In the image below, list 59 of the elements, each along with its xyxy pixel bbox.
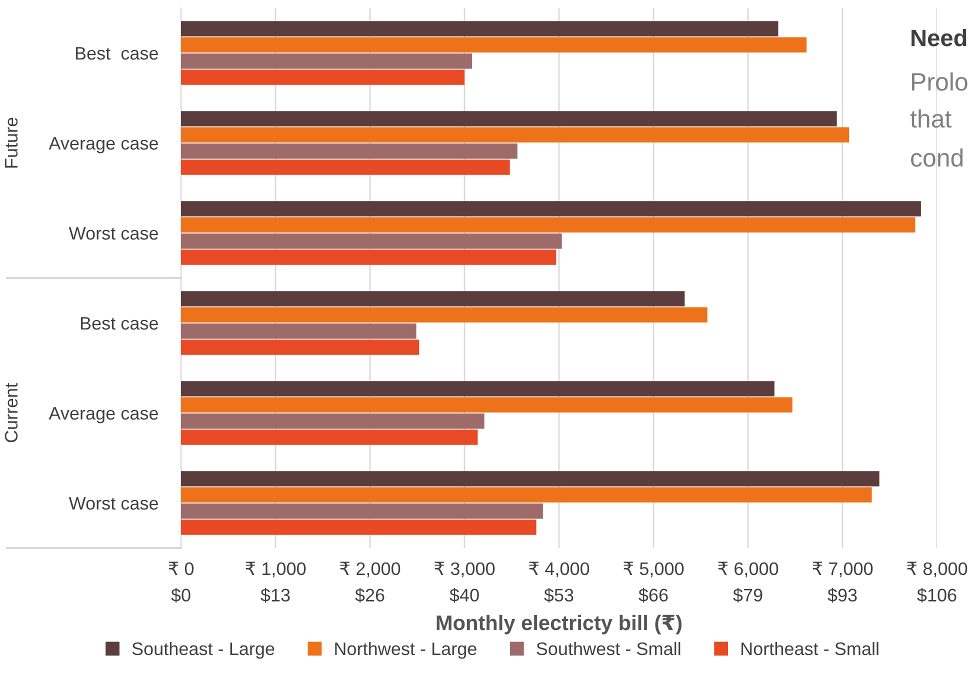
y-tick-label: Worst case <box>68 227 158 240</box>
bar <box>181 127 850 143</box>
bar <box>181 503 543 519</box>
x2-tick-label: $53 <box>544 588 574 603</box>
bar <box>181 143 518 159</box>
x-tick-label: ₹ 4,000 <box>529 562 590 578</box>
bar <box>181 307 708 323</box>
bar <box>181 217 916 233</box>
bar <box>181 397 792 413</box>
x-tick-label: ₹ 3,000 <box>434 562 495 578</box>
bar <box>181 340 420 355</box>
x-axis-title: Monthly electricty bill (₹) <box>436 614 682 634</box>
bar <box>181 487 872 503</box>
legend-label: Northwest - Large <box>335 642 476 659</box>
x2-tick-label: $93 <box>828 588 857 603</box>
x2-tick-label: $0 <box>171 588 190 603</box>
legend-label: Southeast - Large <box>132 642 274 659</box>
bar <box>181 381 774 396</box>
annotation: that <box>910 109 952 128</box>
x-tick-label: ₹ 6,000 <box>718 562 778 578</box>
x-tick-label: ₹ 0 <box>168 562 194 576</box>
y-tick-label: Average case <box>48 137 158 154</box>
bar <box>181 21 778 36</box>
bar <box>181 520 536 535</box>
y-tick-label: Best case <box>80 317 158 330</box>
bar <box>181 430 478 445</box>
text: Future <box>5 118 18 168</box>
bar <box>181 471 880 486</box>
text: Current <box>4 383 18 442</box>
annotation: Prolo <box>912 72 968 91</box>
bar <box>181 291 685 306</box>
y-tick-label: Worst case <box>68 497 158 510</box>
bar <box>181 111 837 126</box>
bar <box>181 160 510 175</box>
y-tick-label: Average case <box>48 407 158 424</box>
x2-tick-label: $40 <box>450 588 479 603</box>
x-tick-label: ₹ 8,000 <box>907 562 968 578</box>
annotation: Need <box>912 28 966 46</box>
x-tick-label: ₹ 2,000 <box>340 562 400 578</box>
x2-tick-label: $66 <box>638 588 668 603</box>
bar <box>181 70 464 85</box>
bar <box>181 37 807 53</box>
x-tick-label: ₹ 7,000 <box>812 562 873 578</box>
legend-label: Northeast - Small <box>742 642 878 656</box>
bar <box>181 413 484 429</box>
legend-label: Southwest - Small <box>536 642 680 656</box>
x-tick-label: ₹ 1,000 <box>246 562 306 578</box>
bar <box>181 323 416 339</box>
x2-tick-label: $26 <box>355 588 384 603</box>
y-tick-label: Best case <box>76 47 158 60</box>
x2-tick-label: $13 <box>260 588 290 603</box>
bar <box>181 201 921 216</box>
bar <box>181 53 472 69</box>
bar <box>181 233 562 249</box>
x2-tick-label: $79 <box>733 588 762 603</box>
annotation: cond <box>911 148 963 167</box>
bar <box>181 250 556 265</box>
x-tick-label: ₹ 5,000 <box>624 562 684 578</box>
x2-tick-label: $106 <box>917 588 956 603</box>
